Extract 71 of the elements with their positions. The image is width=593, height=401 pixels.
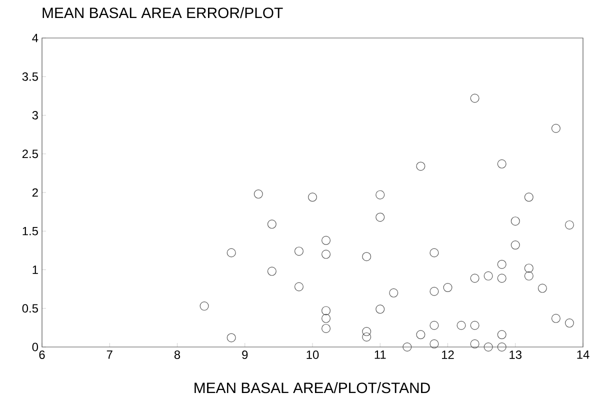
- x-tick-label: 9: [242, 350, 248, 359]
- y-tick-label: 2: [32, 188, 38, 197]
- point: [362, 332, 372, 342]
- point: [267, 266, 276, 276]
- point: [551, 124, 560, 133]
- point: [322, 314, 331, 323]
- point: [443, 283, 452, 292]
- point: [484, 271, 493, 280]
- y-tick-label: 2.5: [22, 150, 38, 158]
- point: [470, 339, 480, 348]
- point: [200, 302, 209, 311]
- point: [538, 284, 547, 293]
- point: [376, 190, 385, 200]
- x-tick-label: 7: [106, 350, 112, 359]
- point: [510, 240, 520, 250]
- point: [376, 212, 385, 222]
- point: [322, 324, 331, 333]
- point: [416, 330, 426, 340]
- point: [564, 220, 574, 230]
- point: [322, 250, 331, 259]
- point: [430, 339, 439, 348]
- point: [497, 342, 506, 352]
- point: [362, 327, 372, 336]
- x-tick-label: 6: [39, 350, 45, 359]
- x-axis-title: MEAN BASAL AREA/PLOT/STAND: [194, 382, 430, 394]
- x-tick-label: 11: [374, 350, 386, 359]
- point: [402, 342, 412, 352]
- x-tick-label: 10: [306, 350, 319, 359]
- y-tick-label: 3.5: [22, 72, 38, 81]
- point: [470, 274, 480, 283]
- point: [430, 248, 439, 258]
- point: [497, 274, 506, 283]
- point: [497, 260, 506, 269]
- point: [416, 162, 426, 171]
- chart-title: MEAN BASAL AREA ERROR/PLOT: [42, 7, 283, 18]
- point: [376, 304, 385, 314]
- x-tick-label: 12: [442, 350, 454, 359]
- point: [470, 94, 480, 103]
- point: [308, 192, 318, 202]
- point: [524, 264, 534, 273]
- point: [267, 220, 276, 229]
- y-tick-label: 3: [32, 111, 38, 120]
- point: [389, 288, 398, 298]
- point: [497, 330, 506, 340]
- y-tick-label: 4: [32, 34, 38, 42]
- point: [254, 190, 263, 199]
- point: [524, 271, 534, 280]
- point: [497, 159, 506, 168]
- x-tick-label: 13: [510, 350, 522, 359]
- y-tick-label: 0.5: [22, 304, 38, 313]
- point: [551, 314, 560, 323]
- point: [510, 216, 520, 226]
- point: [470, 320, 480, 330]
- point: [294, 246, 304, 256]
- point: [226, 333, 236, 342]
- point: [322, 236, 331, 245]
- point: [484, 342, 493, 352]
- point: [322, 306, 331, 316]
- point: [430, 286, 439, 296]
- y-tick-label: 1: [32, 266, 38, 274]
- y-tick-label: 0: [32, 342, 38, 352]
- point: [294, 282, 304, 292]
- point: [362, 252, 372, 262]
- point: [456, 320, 466, 330]
- point: [524, 192, 534, 202]
- point: [226, 248, 236, 258]
- point: [564, 318, 574, 328]
- x-tick-label: 14: [577, 350, 590, 359]
- y-tick-label: 1.5: [22, 226, 38, 236]
- point: [430, 320, 439, 330]
- x-tick-label: 8: [174, 350, 180, 359]
